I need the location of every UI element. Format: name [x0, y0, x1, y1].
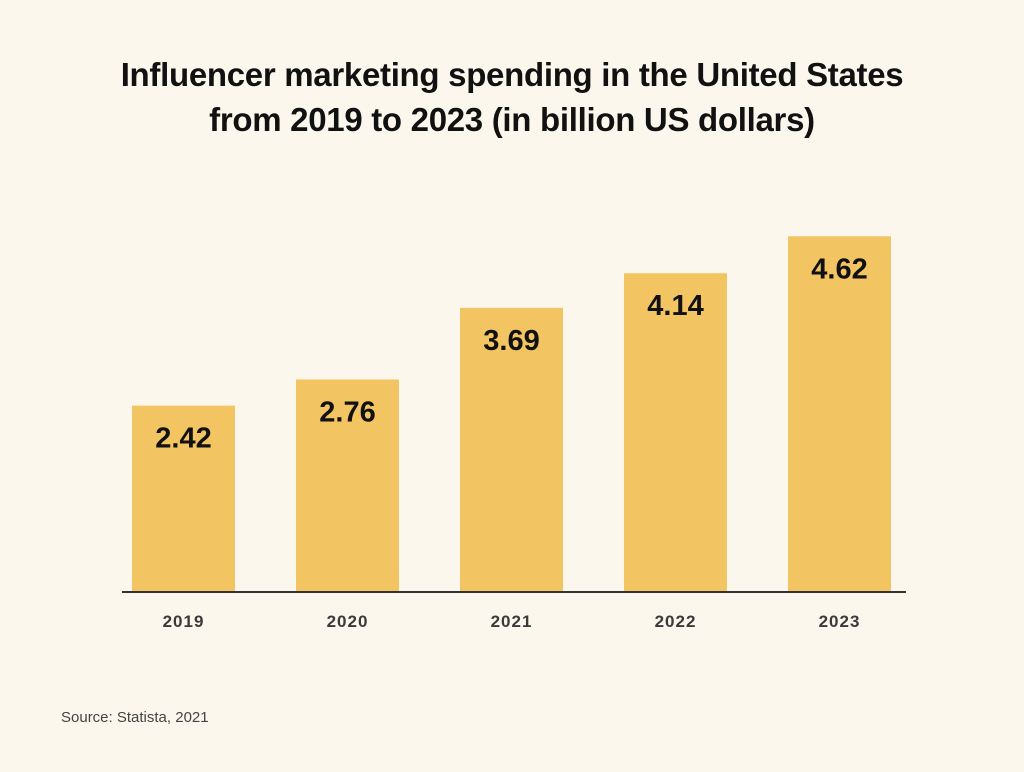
chart-title-line-1: Influencer marketing spending in the Uni…	[120, 56, 904, 93]
bar-2022	[624, 273, 727, 592]
x-tick-label-2020: 2020	[327, 612, 369, 631]
x-tick-label-2022: 2022	[655, 612, 697, 631]
source-note: Source: Statista, 2021	[61, 709, 209, 726]
data-label-2022: 4.14	[647, 290, 703, 322]
data-label-2020: 2.76	[319, 396, 375, 428]
x-tick-label-2023: 2023	[819, 612, 861, 631]
chart-title: Influencer marketing spending in the Uni…	[0, 52, 1024, 142]
data-label-2023: 4.62	[811, 253, 867, 285]
bar-2023	[788, 236, 891, 592]
chart-title-line-2: from 2019 to 2023 (in billion US dollars…	[209, 101, 815, 138]
data-label-2021: 3.69	[483, 325, 539, 357]
data-label-2019: 2.42	[155, 423, 211, 455]
bar-2019	[132, 405, 235, 592]
bar-2020	[296, 379, 399, 592]
x-tick-label-2019: 2019	[163, 612, 205, 631]
bar-2021	[460, 307, 563, 592]
x-tick-label-2021: 2021	[491, 612, 533, 631]
